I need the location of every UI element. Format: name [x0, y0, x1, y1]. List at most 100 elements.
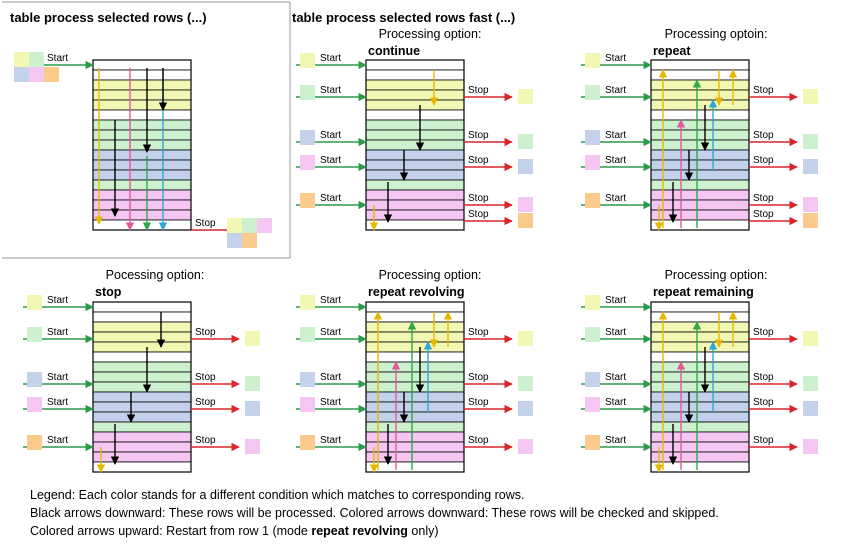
panel-6-row — [650, 381, 750, 393]
panel-2-row — [365, 169, 465, 181]
panel-3-caption: Processing optoin: — [665, 27, 768, 41]
panel-6-row — [650, 401, 750, 413]
panel-1-row — [92, 89, 192, 101]
panel-3-out-3-condition-square — [803, 159, 818, 174]
panel-1-in-a-condition-square — [14, 52, 29, 67]
panel-3-row — [650, 59, 750, 71]
legend-line-3-post: only) — [407, 524, 439, 538]
panel-2-out-4-stop-label: Stop — [468, 193, 489, 204]
panel-1-row — [92, 149, 192, 161]
panel-2-in-1-condition-square — [300, 53, 315, 68]
panel-3-out-4-condition-square — [803, 197, 818, 212]
panel-2-out-5-stop-label: Stop — [468, 209, 489, 220]
panel-5-row — [365, 411, 465, 423]
panel-6-in-2-start-label: Start — [605, 327, 626, 338]
panel-5-out-3-condition-square — [518, 401, 533, 416]
panel-4-in-1-start-label: Start — [47, 295, 68, 306]
panel-5-row — [365, 401, 465, 413]
panel-3-in-5-start-label: Start — [605, 193, 626, 204]
panel-4-out-3-condition-square — [245, 401, 260, 416]
panel-4-row — [92, 331, 192, 343]
panel-3-row — [650, 199, 750, 211]
panel-5-out-4-condition-square — [518, 439, 533, 454]
panel-2-row — [365, 189, 465, 201]
panel-4-in-5-start-label: Start — [47, 435, 68, 446]
panel-1-in-1-start-label: Start — [47, 53, 68, 64]
panel-5-out-1-condition-square — [518, 331, 533, 346]
panel-4-in-4-start-label: Start — [47, 397, 68, 408]
panel-5-row — [365, 331, 465, 343]
panel-3-out-4-stop-label: Stop — [753, 193, 774, 204]
panel-6-row — [650, 371, 750, 383]
panel-2-out-1-condition-square — [518, 89, 533, 104]
panel-1-row — [92, 129, 192, 141]
panel-4-row — [92, 371, 192, 383]
panel-5-in-5-condition-square — [300, 435, 315, 450]
panel-3-out-1-condition-square — [803, 89, 818, 104]
panel-2-in-2-condition-square — [300, 85, 315, 100]
panel-3-row — [650, 129, 750, 141]
panel-5-in-3-start-label: Start — [320, 372, 341, 383]
panel-3-row — [650, 219, 750, 231]
panel-5-row — [365, 431, 465, 443]
panel-4-out-2-condition-square — [245, 376, 260, 391]
panel-5-row — [365, 381, 465, 393]
panel-3-out-1-stop-label: Stop — [753, 85, 774, 96]
panel-2-row — [365, 79, 465, 91]
panel-1-row — [92, 169, 192, 181]
panel-3-row — [650, 79, 750, 91]
panel-3-out-2-condition-square — [803, 134, 818, 149]
panel-4-row — [92, 361, 192, 373]
panel-4-row — [92, 391, 192, 403]
panel-2-in-4-start-label: Start — [320, 155, 341, 166]
panel-1-in-b-condition-square — [29, 52, 44, 67]
panel-2-row — [365, 119, 465, 131]
panel-6-row — [650, 311, 750, 323]
panel-6-out-1-stop-label: Stop — [753, 327, 774, 338]
panel-3-in-1-condition-square — [585, 53, 600, 68]
panel-2-out-4-condition-square — [518, 197, 533, 212]
panel-4-row — [92, 401, 192, 413]
title-main: table process selected rows (...) — [10, 10, 207, 25]
panel-2-in-4-condition-square — [300, 155, 315, 170]
panel-1-row — [92, 109, 192, 121]
panel-1-row — [92, 199, 192, 211]
panel-2-row — [365, 149, 465, 161]
panel-5-in-1-start-label: Start — [320, 295, 341, 306]
panel-1-in-d-condition-square — [29, 67, 44, 82]
legend-line-3: Colored arrows upward: Restart from row … — [30, 522, 439, 540]
panel-5-out-4-stop-label: Stop — [468, 435, 489, 446]
panel-3-in-5-condition-square — [585, 193, 600, 208]
panel-5-option-name: repeat revolving — [368, 285, 465, 299]
panel-6-option-name: repeat remaining — [653, 285, 754, 299]
panel-5-in-4-start-label: Start — [320, 397, 341, 408]
panel-3-row — [650, 169, 750, 181]
panel-3-row — [650, 109, 750, 121]
panel-4-in-3-start-label: Start — [47, 372, 68, 383]
panel-4-row — [92, 381, 192, 393]
panel-3-in-4-start-label: Start — [605, 155, 626, 166]
panel-4-row — [92, 321, 192, 333]
panel-6-row — [650, 341, 750, 353]
panel-6-out-3-stop-label: Stop — [753, 397, 774, 408]
panel-4-row — [92, 351, 192, 363]
panel-2-row — [365, 89, 465, 101]
panel-1-row — [92, 99, 192, 111]
panel-3-in-1-start-label: Start — [605, 53, 626, 64]
panel-6-out-1-condition-square — [803, 331, 818, 346]
panel-5-row — [365, 321, 465, 333]
panel-2-in-5-start-label: Start — [320, 193, 341, 204]
legend-line-1: Legend: Each color stands for a differen… — [30, 488, 525, 502]
panel-5-row — [365, 311, 465, 323]
panel-3-row — [650, 69, 750, 81]
panel-2-in-3-condition-square — [300, 130, 315, 145]
panel-3-row — [650, 189, 750, 201]
panel-5-row — [365, 371, 465, 383]
panel-5-row — [365, 301, 465, 313]
panel-2-in-5-condition-square — [300, 193, 315, 208]
panel-4-out-2-stop-label: Stop — [195, 372, 216, 383]
panel-5-row — [365, 351, 465, 363]
panel-5-row — [365, 361, 465, 373]
panel-4-row — [92, 441, 192, 453]
panel-3-row — [650, 99, 750, 111]
